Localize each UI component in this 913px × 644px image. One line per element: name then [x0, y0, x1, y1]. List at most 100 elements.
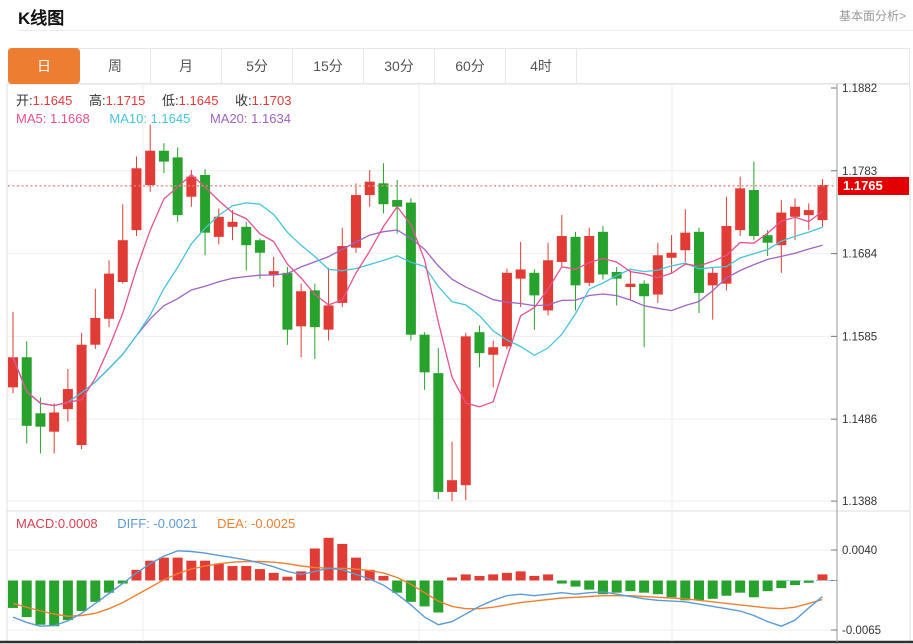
- candle-body: [309, 290, 320, 328]
- candle-body: [597, 231, 608, 275]
- macd-bar: [433, 580, 444, 613]
- candle-body: [529, 272, 540, 296]
- tab-h4[interactable]: 4时: [506, 49, 577, 83]
- candle-body: [351, 195, 361, 248]
- period-tabbar: 日周月 5分 15分 30分 60分 4时: [8, 48, 910, 84]
- candle-body: [158, 150, 169, 162]
- macd-bar: [392, 580, 403, 593]
- macd-bar: [652, 580, 663, 595]
- candle-body: [364, 181, 375, 196]
- candle-body: [76, 344, 87, 446]
- candle-body: [776, 212, 787, 246]
- macd-bar: [790, 580, 801, 586]
- macd-bar: [460, 574, 471, 581]
- candle-body: [680, 232, 691, 251]
- candle-body: [405, 202, 416, 335]
- macd-bar: [364, 569, 375, 581]
- fundamental-analysis-link[interactable]: 基本面分析>: [838, 9, 906, 23]
- candle-body: [378, 183, 389, 205]
- y-axis-tick-label: 1.1882: [842, 83, 877, 95]
- macd-bar: [639, 580, 650, 593]
- macd-axis-tick-label: -0.0065: [842, 625, 881, 637]
- tab-day[interactable]: 日: [8, 48, 80, 84]
- tab-m5[interactable]: 5分: [222, 49, 293, 83]
- macd-bar: [337, 543, 348, 581]
- macd-bar: [680, 580, 691, 601]
- candle-body: [748, 190, 759, 237]
- candle-body: [104, 273, 115, 319]
- candle-body: [296, 291, 307, 327]
- macd-bar: [611, 580, 622, 593]
- macd-bar: [543, 574, 554, 581]
- macd-bar: [309, 548, 320, 581]
- y-axis-tick-label: 1.1684: [842, 249, 878, 261]
- macd-bar: [158, 557, 169, 581]
- macd-bar: [625, 580, 636, 592]
- macd-bar: [776, 580, 787, 589]
- candle-body: [433, 373, 444, 492]
- candle-body: [556, 236, 567, 262]
- dea-line: [12, 560, 823, 618]
- macd-bar: [474, 575, 485, 581]
- header-divider: [18, 30, 913, 31]
- candle-body: [337, 246, 348, 303]
- candle-body: [570, 236, 581, 286]
- y-axis-tick-label: 1.1585: [842, 331, 877, 343]
- y-axis-tick-label: 1.1783: [842, 166, 877, 178]
- tab-week[interactable]: 周: [80, 49, 151, 83]
- macd-bar: [49, 580, 60, 627]
- candle-body: [323, 305, 334, 330]
- high-label: 高:: [89, 93, 106, 108]
- candle-body: [90, 317, 101, 345]
- macd-bar: [254, 569, 265, 581]
- candle-body: [447, 480, 458, 492]
- macd-bar: [488, 574, 499, 581]
- macd-bar: [117, 580, 128, 584]
- macd-bar: [405, 580, 416, 602]
- macd-bar: [597, 580, 608, 595]
- tab-m30[interactable]: 30分: [364, 49, 435, 83]
- open-label: 开:: [16, 93, 33, 108]
- macd-bar: [721, 580, 732, 596]
- candle-body: [392, 200, 403, 207]
- candle-body: [49, 412, 60, 432]
- macd-bar: [186, 560, 197, 581]
- candle-body: [790, 206, 801, 217]
- tab-month[interactable]: 月: [151, 49, 222, 83]
- close-value: 1.1703: [251, 93, 292, 108]
- macd-bar: [515, 571, 526, 581]
- candle-body: [145, 150, 156, 186]
- ma-legend: MA5: 1.1668 MA10: 1.1645 MA20: 1.1634: [16, 111, 307, 126]
- ma10-legend: MA10: 1.1645: [109, 111, 191, 126]
- macd-bar: [21, 580, 32, 618]
- tab-m15[interactable]: 15分: [293, 49, 364, 83]
- ma20-legend: MA20: 1.1634: [209, 111, 291, 126]
- macd-bar: [296, 571, 307, 581]
- macd-bar: [762, 580, 773, 592]
- tab-m60[interactable]: 60分: [435, 49, 506, 83]
- candle-body: [227, 221, 238, 227]
- candle-body: [652, 255, 663, 295]
- candle-body: [35, 413, 46, 427]
- candle-body: [666, 252, 677, 258]
- ohlc-legend: 开:1.1645 高:1.1715 低:1.1645 收:1.1703: [16, 90, 304, 109]
- candle-body: [460, 336, 471, 486]
- macd-bar: [35, 580, 46, 625]
- macd-bar: [213, 563, 224, 581]
- candle-body: [254, 240, 265, 253]
- candle-body: [131, 168, 142, 231]
- candle-body: [200, 174, 211, 233]
- high-value: 1.1715: [105, 93, 146, 108]
- candle-body: [268, 271, 279, 276]
- macd-bar: [282, 576, 293, 581]
- macd-bar: [227, 566, 238, 581]
- candle-body: [543, 260, 554, 311]
- macd-bar: [378, 575, 389, 581]
- macd-bar: [8, 580, 18, 608]
- macd-bar: [556, 580, 567, 584]
- candle-body: [172, 157, 183, 216]
- candle-body: [62, 389, 73, 410]
- ma5-legend: MA5: 1.1668: [16, 111, 90, 126]
